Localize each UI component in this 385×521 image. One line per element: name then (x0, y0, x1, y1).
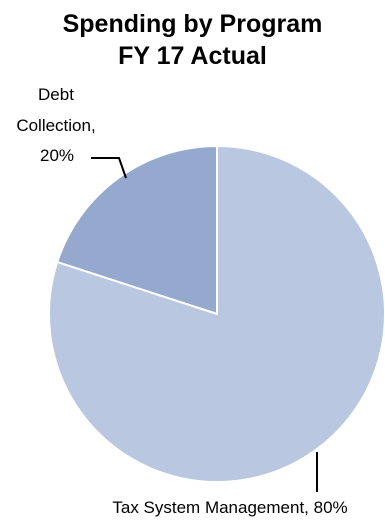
pie-slices (48, 145, 385, 483)
slice-label-debt-collection-line-3: 20% (40, 146, 74, 165)
pie-slice-debt-collection (56, 145, 218, 315)
chart-title-line-1: Spending by Program (62, 10, 323, 38)
slice-label-tax-system-management: Tax System Management, 80% (112, 498, 347, 517)
slice-label-debt-collection-line-1: Debt (38, 85, 74, 104)
slice-label-debt-collection-line-2: Collection, (16, 116, 95, 135)
leader-line-debt-collection (91, 157, 127, 179)
chart-title-line-2: FY 17 Actual (118, 42, 267, 70)
pie-slice-tax-system-management (48, 145, 385, 483)
chart-title: Spending by Program FY 17 Actual (0, 8, 385, 72)
